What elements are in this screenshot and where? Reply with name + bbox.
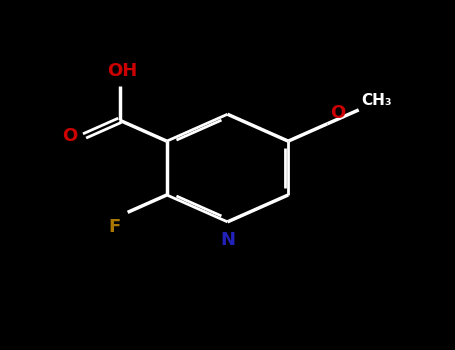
Text: O: O	[329, 104, 345, 122]
Text: O: O	[62, 127, 78, 145]
Text: N: N	[220, 231, 235, 248]
Text: F: F	[109, 218, 121, 236]
Text: OH: OH	[107, 62, 137, 80]
Text: CH₃: CH₃	[361, 93, 392, 108]
